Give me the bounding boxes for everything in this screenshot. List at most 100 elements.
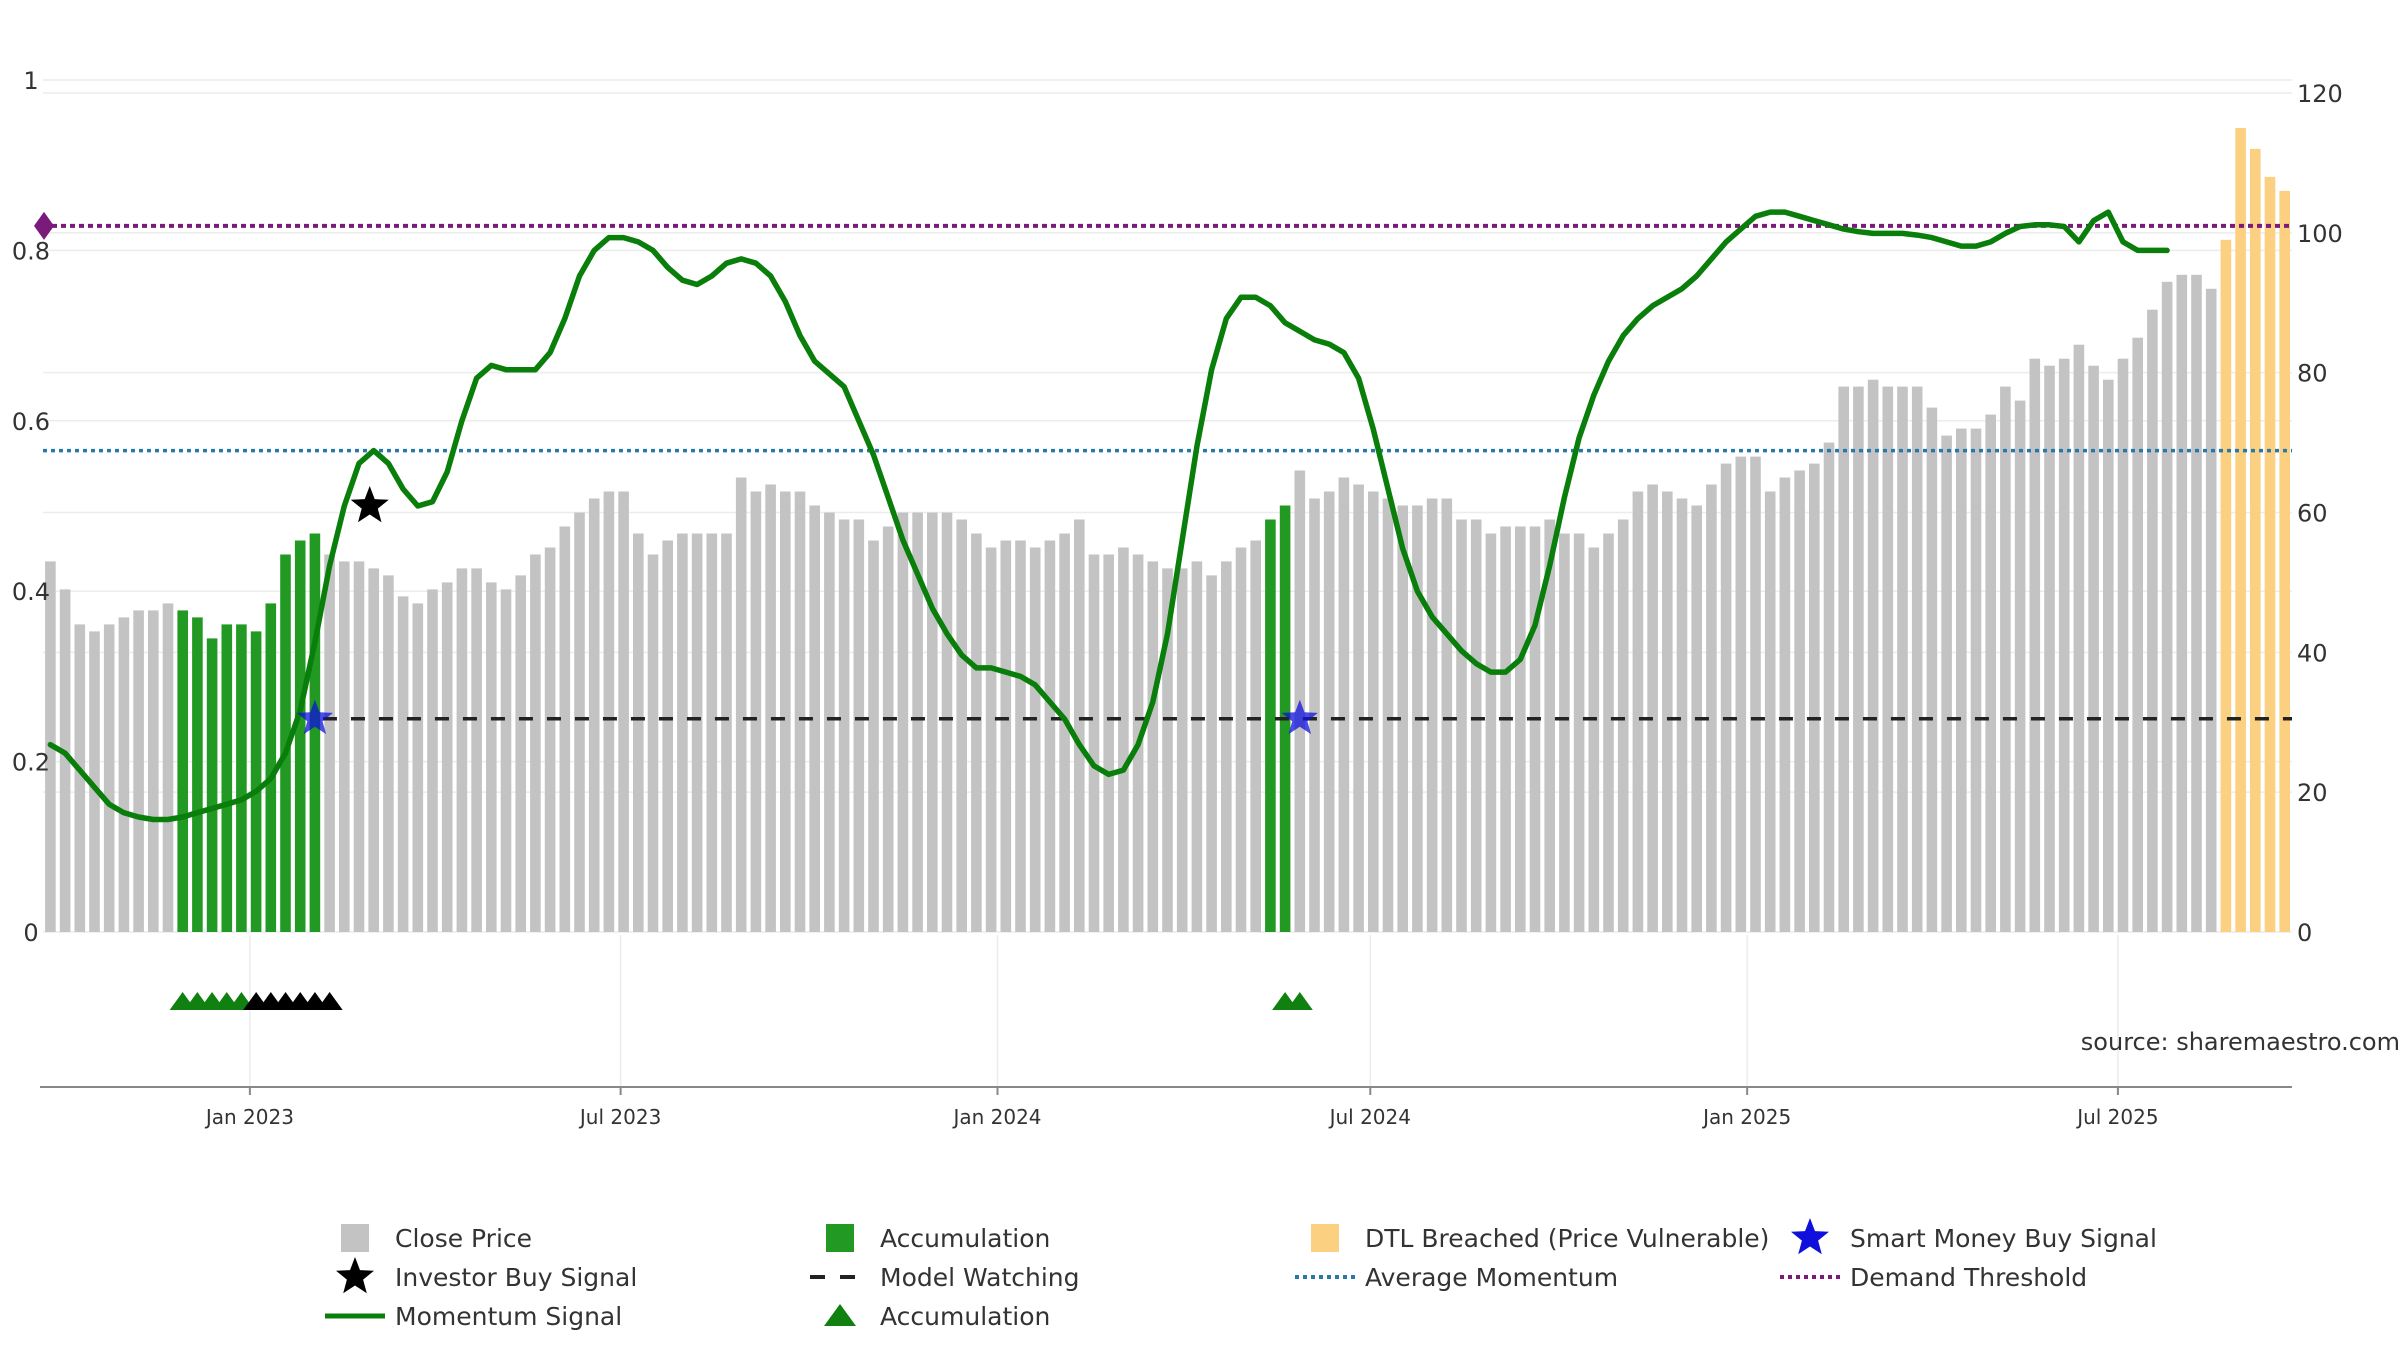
price-bars	[45, 128, 2290, 933]
legend-square-icon	[341, 1224, 369, 1252]
accumulation-triangle-dark-icon	[316, 992, 343, 1010]
close-price-bar	[339, 561, 350, 932]
close-price-bar	[794, 491, 806, 932]
close-price-bar	[2176, 274, 2188, 932]
close-price-bar	[1529, 526, 1541, 932]
x-axis-tick-label: Jan 2023	[204, 1105, 294, 1129]
accumulation-triangles	[169, 992, 1313, 1010]
close-price-bar	[397, 596, 409, 932]
close-price-bar	[706, 533, 718, 932]
close-price-bar	[1059, 533, 1070, 932]
close-price-bar	[1426, 498, 1438, 932]
close-price-bar	[868, 540, 879, 932]
accumulation-bar	[250, 631, 262, 932]
close-price-bar	[1632, 491, 1644, 932]
close-price-bar	[1029, 547, 1041, 932]
legend-label: Accumulation	[880, 1302, 1050, 1331]
momentum-line-group	[47, 209, 2170, 823]
legend-square-icon	[826, 1224, 854, 1252]
legend-item: Accumulation	[826, 1224, 1050, 1253]
legend-item: Momentum Signal	[325, 1302, 622, 1331]
close-price-bar	[2161, 281, 2173, 932]
right-axis-tick-label: 40	[2297, 639, 2328, 667]
smart-money-star-icon	[296, 699, 333, 735]
close-price-bar	[368, 568, 379, 932]
accumulation-bar	[265, 603, 277, 932]
close-price-bar	[500, 589, 512, 932]
close-price-bar	[1735, 456, 1747, 932]
source-annotation: source: sharemaestro.com	[2081, 1028, 2400, 1056]
close-price-bar	[1353, 484, 1364, 932]
left-axis-tick-label: 0.2	[12, 749, 50, 777]
close-price-bar	[89, 631, 100, 932]
smart-money-star-icon	[1281, 699, 1318, 735]
legend-item: Demand Threshold	[1780, 1263, 2087, 1292]
accumulation-bar	[294, 540, 306, 932]
close-price-bar	[1750, 456, 1761, 932]
close-price-bar	[353, 561, 365, 932]
x-axis-tick-label: Jan 2024	[951, 1105, 1041, 1129]
close-price-bar	[486, 582, 497, 932]
x-axis-tick-label: Jul 2024	[1328, 1105, 1411, 1129]
right-axis-tick-label: 100	[2297, 220, 2343, 248]
legend-star-icon	[1791, 1218, 1829, 1255]
close-price-bar	[1250, 540, 1261, 932]
close-price-bar	[809, 505, 820, 932]
close-price-bar	[1103, 554, 1114, 932]
close-price-bar	[1573, 533, 1585, 932]
right-axis-tick-label: 60	[2297, 500, 2328, 528]
close-price-bar	[1559, 533, 1570, 932]
close-price-bar	[882, 526, 894, 932]
close-price-bar	[1970, 428, 1982, 932]
close-price-bar	[2014, 400, 2026, 933]
close-price-bar	[162, 603, 174, 932]
close-price-bar	[2000, 386, 2011, 933]
close-price-bar	[2029, 358, 2041, 932]
dtl-breached-bar	[2235, 128, 2246, 932]
close-price-bar	[574, 512, 585, 932]
close-price-bar	[1720, 463, 1732, 932]
x-axis-tick-label: Jan 2025	[1701, 1105, 1791, 1129]
close-price-bar	[1764, 491, 1776, 932]
close-price-bar	[633, 533, 644, 932]
accumulation-bar	[206, 638, 218, 932]
close-price-bar	[1456, 519, 1467, 932]
close-price-bar	[1338, 477, 1350, 932]
close-price-bar	[1603, 533, 1614, 932]
legend-label: Demand Threshold	[1850, 1263, 2087, 1292]
left-axis-tick-label: 0	[23, 919, 38, 947]
close-price-bar	[1941, 435, 1952, 932]
close-price-bar	[103, 624, 115, 932]
close-price-bar	[1911, 386, 1923, 933]
legend-item: Close Price	[341, 1224, 532, 1253]
right-axis-tick-label: 120	[2297, 80, 2343, 108]
close-price-bar	[1897, 386, 1908, 933]
legend-label: Accumulation	[880, 1224, 1050, 1253]
close-price-bar	[897, 512, 909, 932]
close-price-bar	[1147, 561, 1159, 932]
right-axis-tick-label: 80	[2297, 360, 2328, 388]
close-price-bar	[118, 617, 130, 932]
axes: 0 0.2 0.4 0.6 0.8 1 0 20 40 60 80 100 120 Jan 2023 Jul…	[12, 67, 2400, 1129]
accumulation-bar	[280, 554, 291, 932]
close-price-bar	[1838, 386, 1849, 933]
legend-item: DTL Breached (Price Vulnerable)	[1311, 1224, 1769, 1253]
close-price-bar	[1809, 463, 1820, 932]
close-price-bar	[2132, 337, 2143, 932]
accumulation-bar	[1265, 519, 1276, 932]
left-axis-tick-label: 0.8	[12, 237, 50, 265]
close-price-bar	[1617, 519, 1629, 932]
close-price-bar	[1015, 540, 1026, 932]
close-price-bar	[2073, 344, 2085, 932]
close-price-bar	[824, 512, 835, 932]
close-price-bar	[1926, 407, 1938, 933]
close-price-bar	[735, 477, 747, 932]
close-price-bar	[853, 519, 865, 932]
legend-label: Close Price	[395, 1224, 532, 1253]
right-axis-tick-label: 0	[2297, 919, 2312, 947]
close-price-bar	[1191, 561, 1203, 932]
legend-item: Smart Money Buy Signal	[1791, 1218, 2157, 1255]
close-price-bar	[2191, 274, 2202, 932]
close-price-bar	[647, 554, 659, 932]
